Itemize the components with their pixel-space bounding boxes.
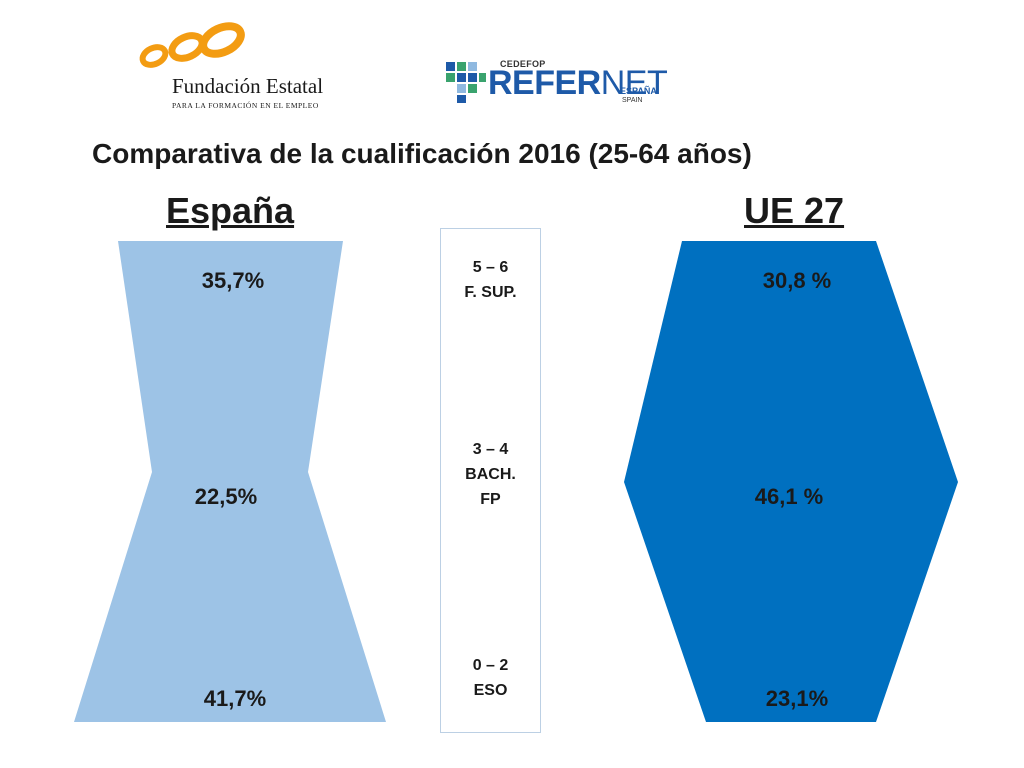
eu27-value-mid: 46,1 %: [754, 484, 824, 509]
level-low: 0 – 2 ESO: [441, 653, 540, 703]
fundae-name: Fundación Estatal: [172, 74, 324, 98]
level-high-code: 5 – 6: [472, 259, 509, 276]
level-high: 5 – 6 F. SUP.: [441, 255, 540, 305]
spain-heading: España: [166, 190, 295, 231]
fundae-logo: Fundación Estatal PARA LA FORMACIÓN EN E…: [132, 22, 332, 117]
refernet-bold: REFER: [488, 64, 601, 102]
fundae-tagline: PARA LA FORMACIÓN EN EL EMPLEO: [172, 101, 319, 110]
level-mid-label: BACH.: [465, 466, 516, 483]
refernet-light: NET: [600, 64, 668, 102]
level-high-label: F. SUP.: [464, 284, 517, 301]
level-mid: 3 – 4 BACH. FP: [441, 437, 540, 512]
level-low-code: 0 – 2: [472, 657, 509, 674]
eu27-value-low: 23,1%: [765, 686, 829, 711]
refernet-espana: ESPAÑA: [620, 86, 657, 96]
spain-value-mid: 22,5%: [194, 484, 258, 509]
fundae-emblem-icon: [139, 22, 245, 68]
spain-value-low: 41,7%: [203, 686, 267, 711]
spain-shape: [74, 241, 386, 722]
eu27-shape: [624, 241, 958, 722]
eu27-value-high: 30,8 %: [762, 268, 832, 293]
refernet-grid-icon: [446, 62, 486, 103]
level-mid-label2: FP: [480, 491, 501, 508]
level-low-label: ESO: [473, 682, 508, 699]
cedefop-label: CEDEFOP: [500, 59, 546, 69]
level-mid-code: 3 – 4: [472, 441, 509, 458]
refernet-spain: SPAIN: [622, 97, 643, 104]
eu27-heading: UE 27: [744, 190, 845, 231]
levels-legend: 5 – 6 F. SUP. 3 – 4 BACH. FP 0 – 2 ESO: [440, 228, 541, 733]
refernet-wordmark: REFERNET: [488, 64, 668, 102]
refernet-logo: CEDEFOP REFERNET ESPAÑA SPAIN: [444, 58, 684, 110]
page-title: Comparativa de la cualificación 2016 (25…: [92, 138, 752, 169]
spain-value-high: 35,7%: [201, 268, 265, 293]
